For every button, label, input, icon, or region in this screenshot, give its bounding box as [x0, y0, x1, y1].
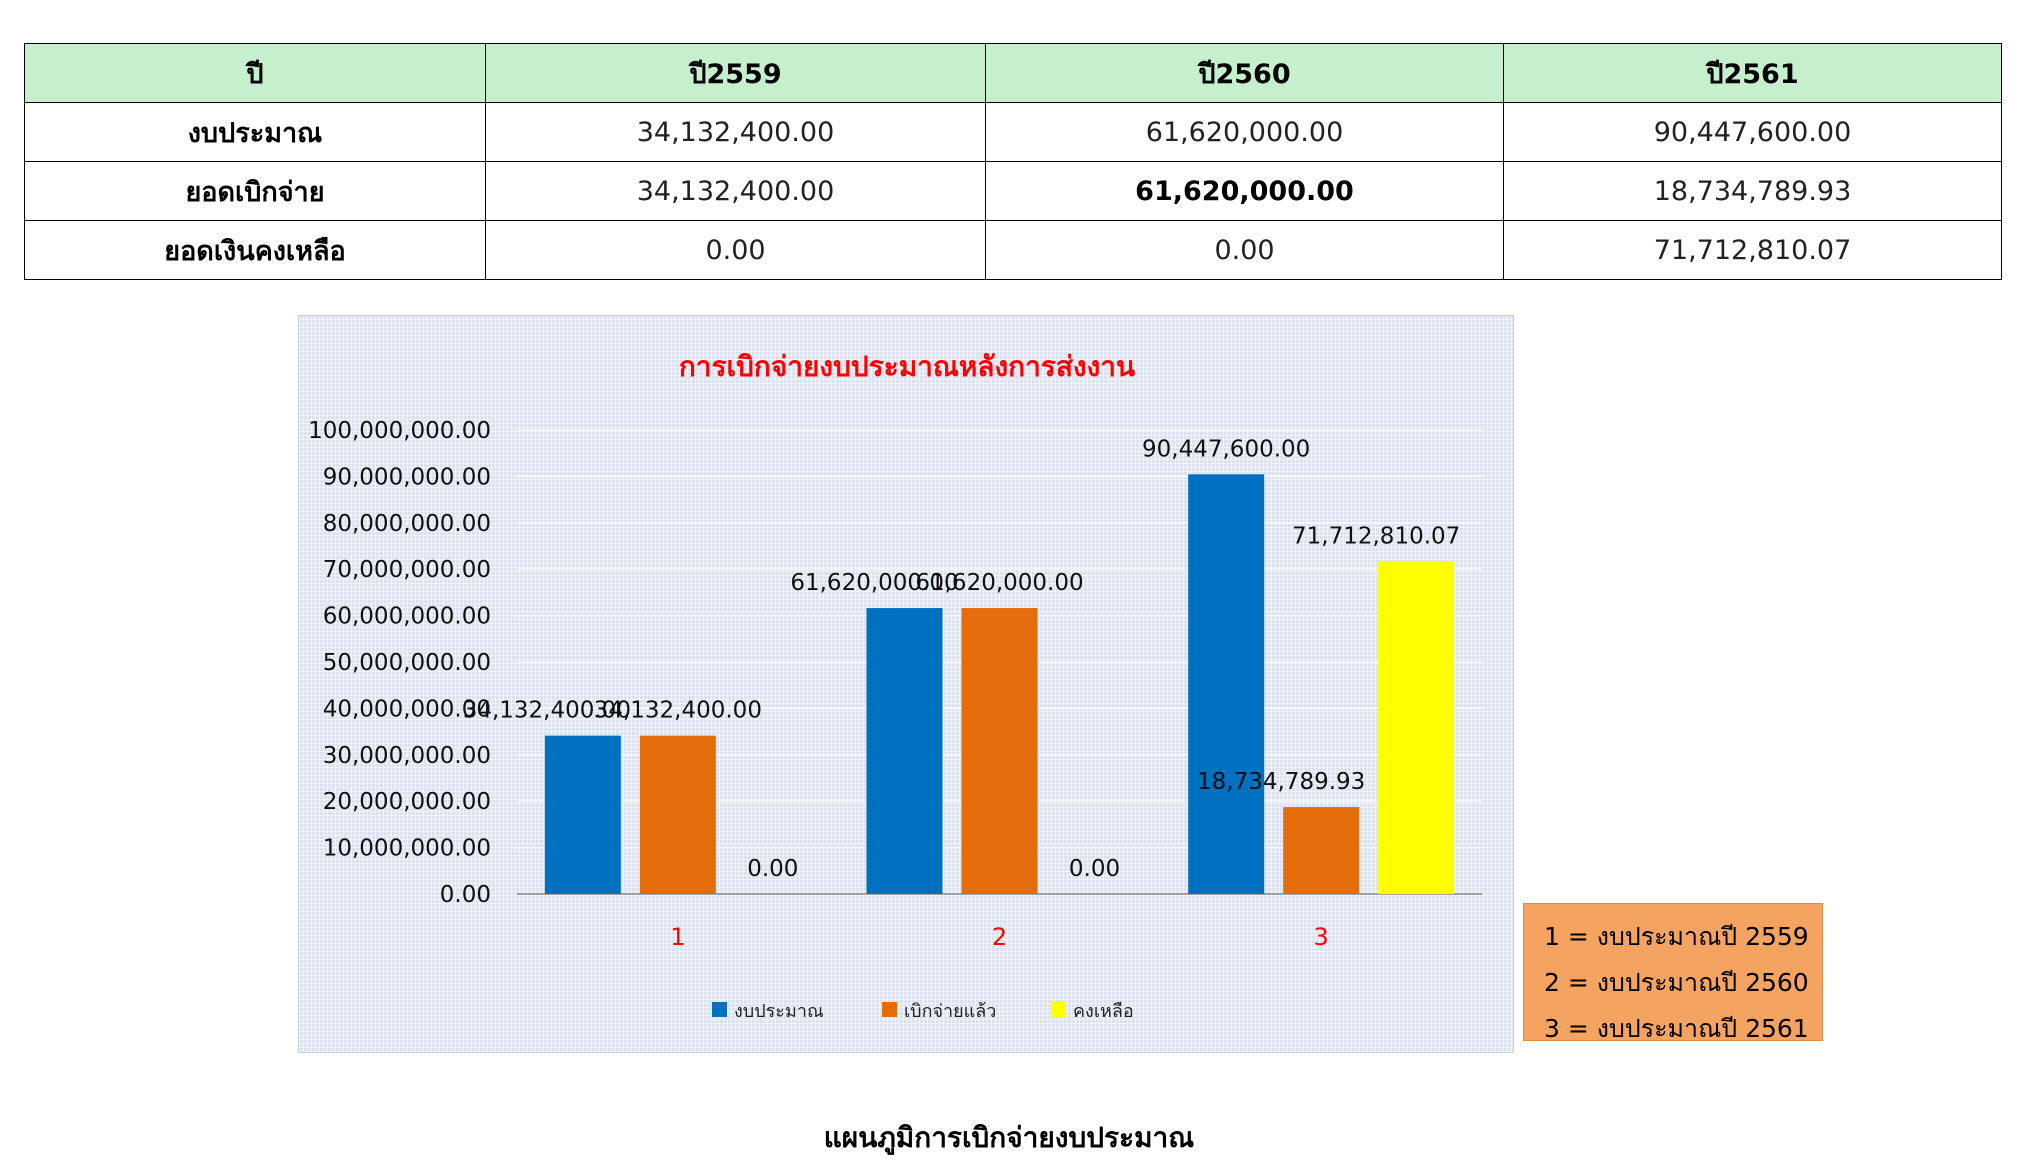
chart-caption: แผนภูมิการเบิกจ่ายงบประมาณ [823, 1121, 1195, 1154]
legend-swatch [1051, 1002, 1066, 1017]
bar [1378, 561, 1455, 894]
data-label: 90,447,600.00 [1142, 436, 1310, 462]
table-cell: 90,447,600.00 [1503, 102, 2002, 162]
bar [1283, 807, 1360, 894]
table-cell: 71,712,810.07 [1503, 220, 2002, 280]
y-tick-label: 20,000,000.00 [323, 789, 491, 815]
x-tick-label: 3 [1314, 923, 1329, 951]
y-tick-label: 0.00 [440, 882, 491, 908]
table-cell: 61,620,000.00 [985, 161, 1504, 221]
table-row: งบประมาณ 34,132,400.00 61,620,000.00 90,… [24, 102, 2002, 162]
data-label: 71,712,810.07 [1292, 523, 1460, 549]
y-tick-label: 50,000,000.00 [323, 650, 491, 676]
y-tick-label: 70,000,000.00 [323, 557, 491, 583]
table-header-row: ปี ปี2559 ปี2560 ปี2561 [24, 43, 2002, 103]
table-header-year: ปี [24, 43, 486, 103]
bar [961, 608, 1038, 894]
row-label-disbursed: ยอดเบิกจ่าย [24, 161, 486, 221]
note-line-3: 3 = งบประมาณปี 2561 [1544, 1014, 1809, 1043]
table-row: ยอดเงินคงเหลือ 0.00 0.00 71,712,810.07 [24, 220, 2002, 280]
legend-swatch [882, 1002, 897, 1017]
chart-title: การเบิกจ่ายงบประมาณหลังการส่งงาน [679, 350, 1135, 383]
legend-label: เบิกจ่ายแล้ว [904, 1001, 996, 1022]
bar [544, 735, 621, 894]
table-header-2560: ปี2560 [985, 43, 1504, 103]
data-label: 34,132,400.00 [463, 698, 631, 724]
data-label: 0.00 [1069, 856, 1120, 882]
budget-summary-table: ปี ปี2559 ปี2560 ปี2561 งบประมาณ 34,132,… [24, 43, 2002, 280]
chart-svg: การเบิกจ่ายงบประมาณหลังการส่งงาน 0.00 10,0… [308, 350, 1482, 1022]
table-cell: 18,734,789.93 [1503, 161, 2002, 221]
row-label-remaining: ยอดเงินคงเหลือ [24, 220, 486, 280]
data-label: 61,620,000.00 [790, 570, 958, 596]
budget-chart: การเบิกจ่ายงบประมาณหลังการส่งงาน 0.00 10,0… [298, 315, 1514, 1053]
table-row: ยอดเบิกจ่าย 34,132,400.00 61,620,000.00 … [24, 161, 2002, 221]
bar [1188, 474, 1265, 894]
data-label: 61,620,000.00 [915, 570, 1083, 596]
category-legend-note: 1 = งบประมาณปี 2559 2 = งบประมาณปี 2560 … [1523, 903, 1823, 1043]
x-tick-label: 1 [670, 923, 685, 951]
y-tick-label: 30,000,000.00 [323, 743, 491, 769]
bar [866, 608, 943, 894]
y-tick-label: 60,000,000.00 [323, 604, 491, 630]
bar [639, 735, 716, 894]
y-tick-label: 10,000,000.00 [323, 836, 491, 862]
table-cell: 34,132,400.00 [485, 161, 986, 221]
table-cell: 34,132,400.00 [485, 102, 986, 162]
y-tick-label: 90,000,000.00 [323, 464, 491, 490]
legend-swatch [712, 1002, 727, 1017]
table-header-2561: ปี2561 [1503, 43, 2002, 103]
table-cell: 0.00 [485, 220, 986, 280]
table-cell: 61,620,000.00 [985, 102, 1504, 162]
row-label-budget: งบประมาณ [24, 102, 486, 162]
data-label: 0.00 [747, 856, 798, 882]
legend-label: คงเหลือ [1073, 1001, 1134, 1022]
table-header-2559: ปี2559 [485, 43, 986, 103]
x-tick-label: 2 [992, 923, 1007, 951]
y-tick-label: 100,000,000.00 [308, 418, 491, 444]
y-tick-label: 80,000,000.00 [323, 511, 491, 537]
data-label: 18,734,789.93 [1197, 769, 1365, 795]
data-label: 34,132,400.00 [594, 698, 762, 724]
note-line-2: 2 = งบประมาณปี 2560 [1544, 968, 1809, 997]
table-cell: 0.00 [985, 220, 1504, 280]
note-line-1: 1 = งบประมาณปี 2559 [1544, 922, 1809, 951]
y-tick-label: 40,000,000.00 [323, 696, 491, 722]
legend-label: งบประมาณ [734, 1001, 824, 1022]
